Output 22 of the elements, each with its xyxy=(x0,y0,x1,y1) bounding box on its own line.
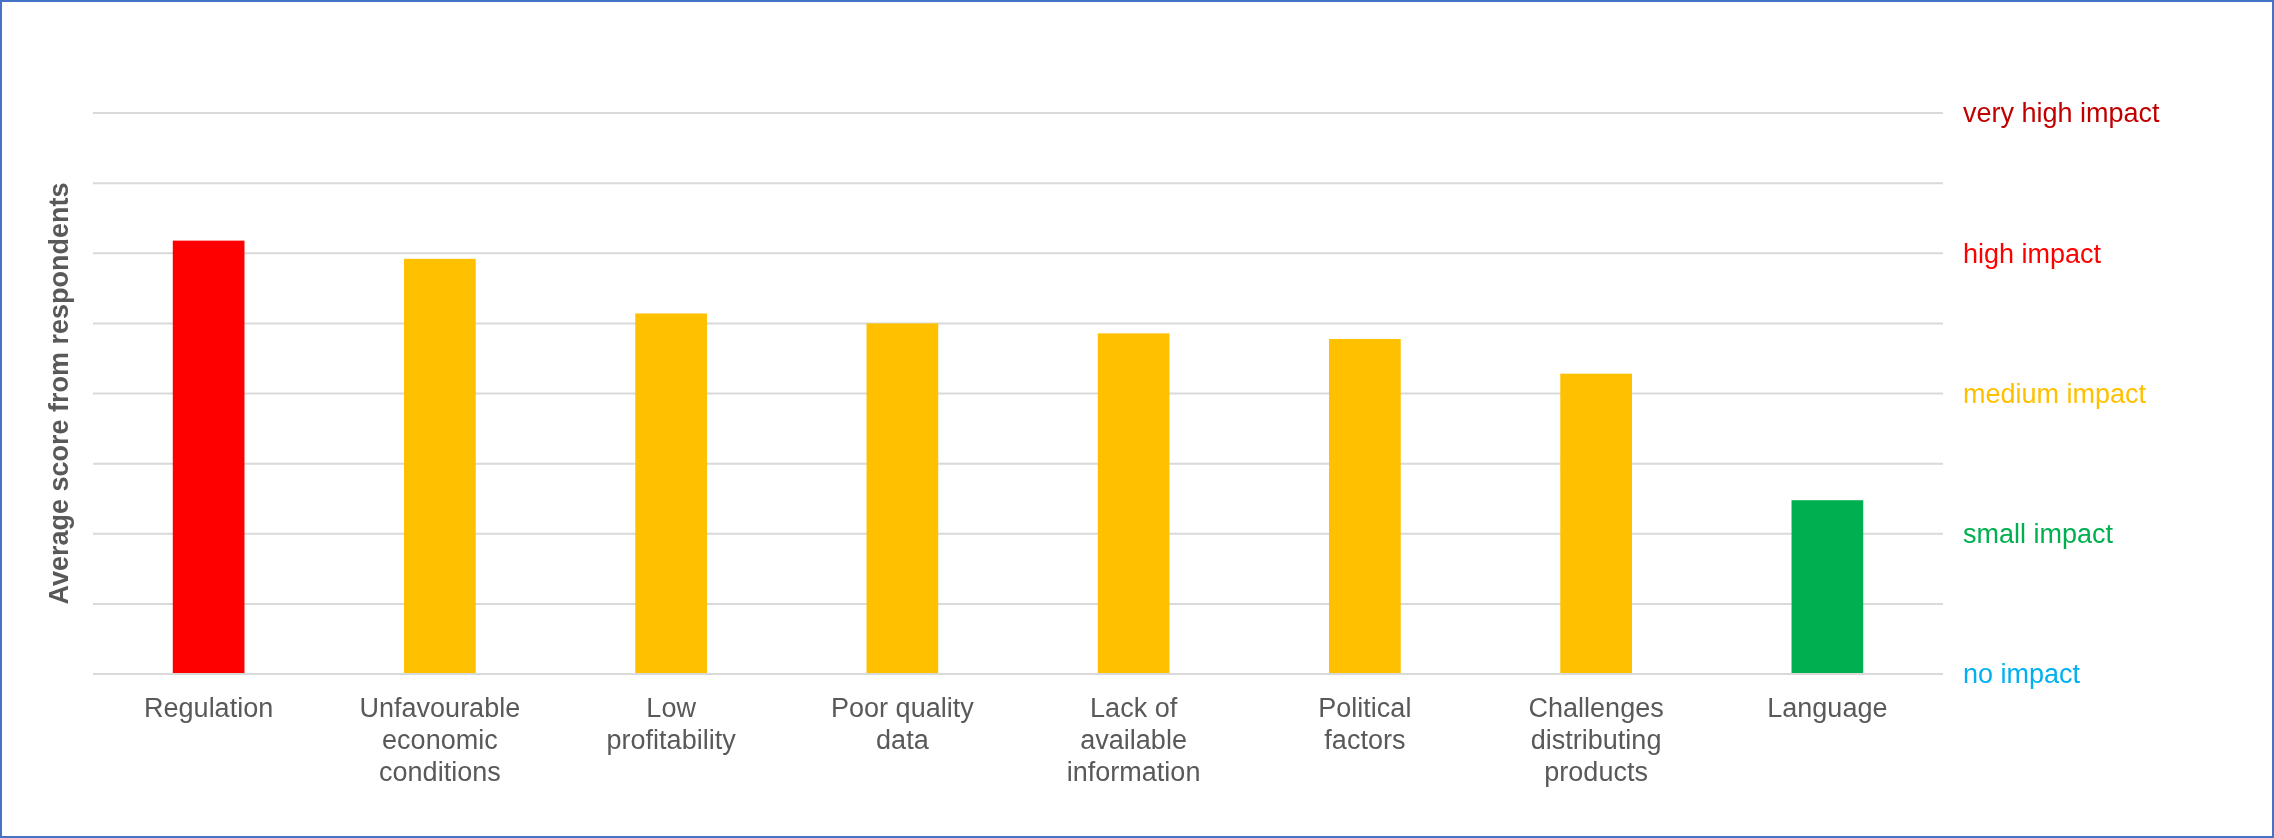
text: high impact xyxy=(1963,238,2102,269)
x-tick-label: Lack of available information xyxy=(1066,693,1201,787)
bar xyxy=(635,313,707,674)
text: no impact xyxy=(1963,659,2081,690)
x-tick-label: Language xyxy=(1767,693,1888,723)
y-axis-title: Average score from respondents xyxy=(44,182,74,605)
bar xyxy=(866,323,939,674)
x-tick-label: Poor quality data xyxy=(831,693,975,755)
bar xyxy=(404,258,476,674)
x-tick-label: Challenges distributing products xyxy=(1528,693,1664,787)
bar xyxy=(172,240,245,674)
bar xyxy=(1560,373,1632,674)
x-tick-label: Unfavourable economic conditions xyxy=(359,693,521,787)
bar xyxy=(1329,339,1401,674)
bar xyxy=(1791,500,1864,674)
x-tick-label: Low profitability xyxy=(606,693,737,755)
text: small impact xyxy=(1963,519,2114,550)
x-tick-label: Regulation xyxy=(144,693,274,723)
bar xyxy=(1097,333,1170,674)
text: very high impact xyxy=(1963,98,2161,129)
x-tick-label: Political factors xyxy=(1318,693,1412,755)
text: medium impact xyxy=(1963,378,2147,409)
